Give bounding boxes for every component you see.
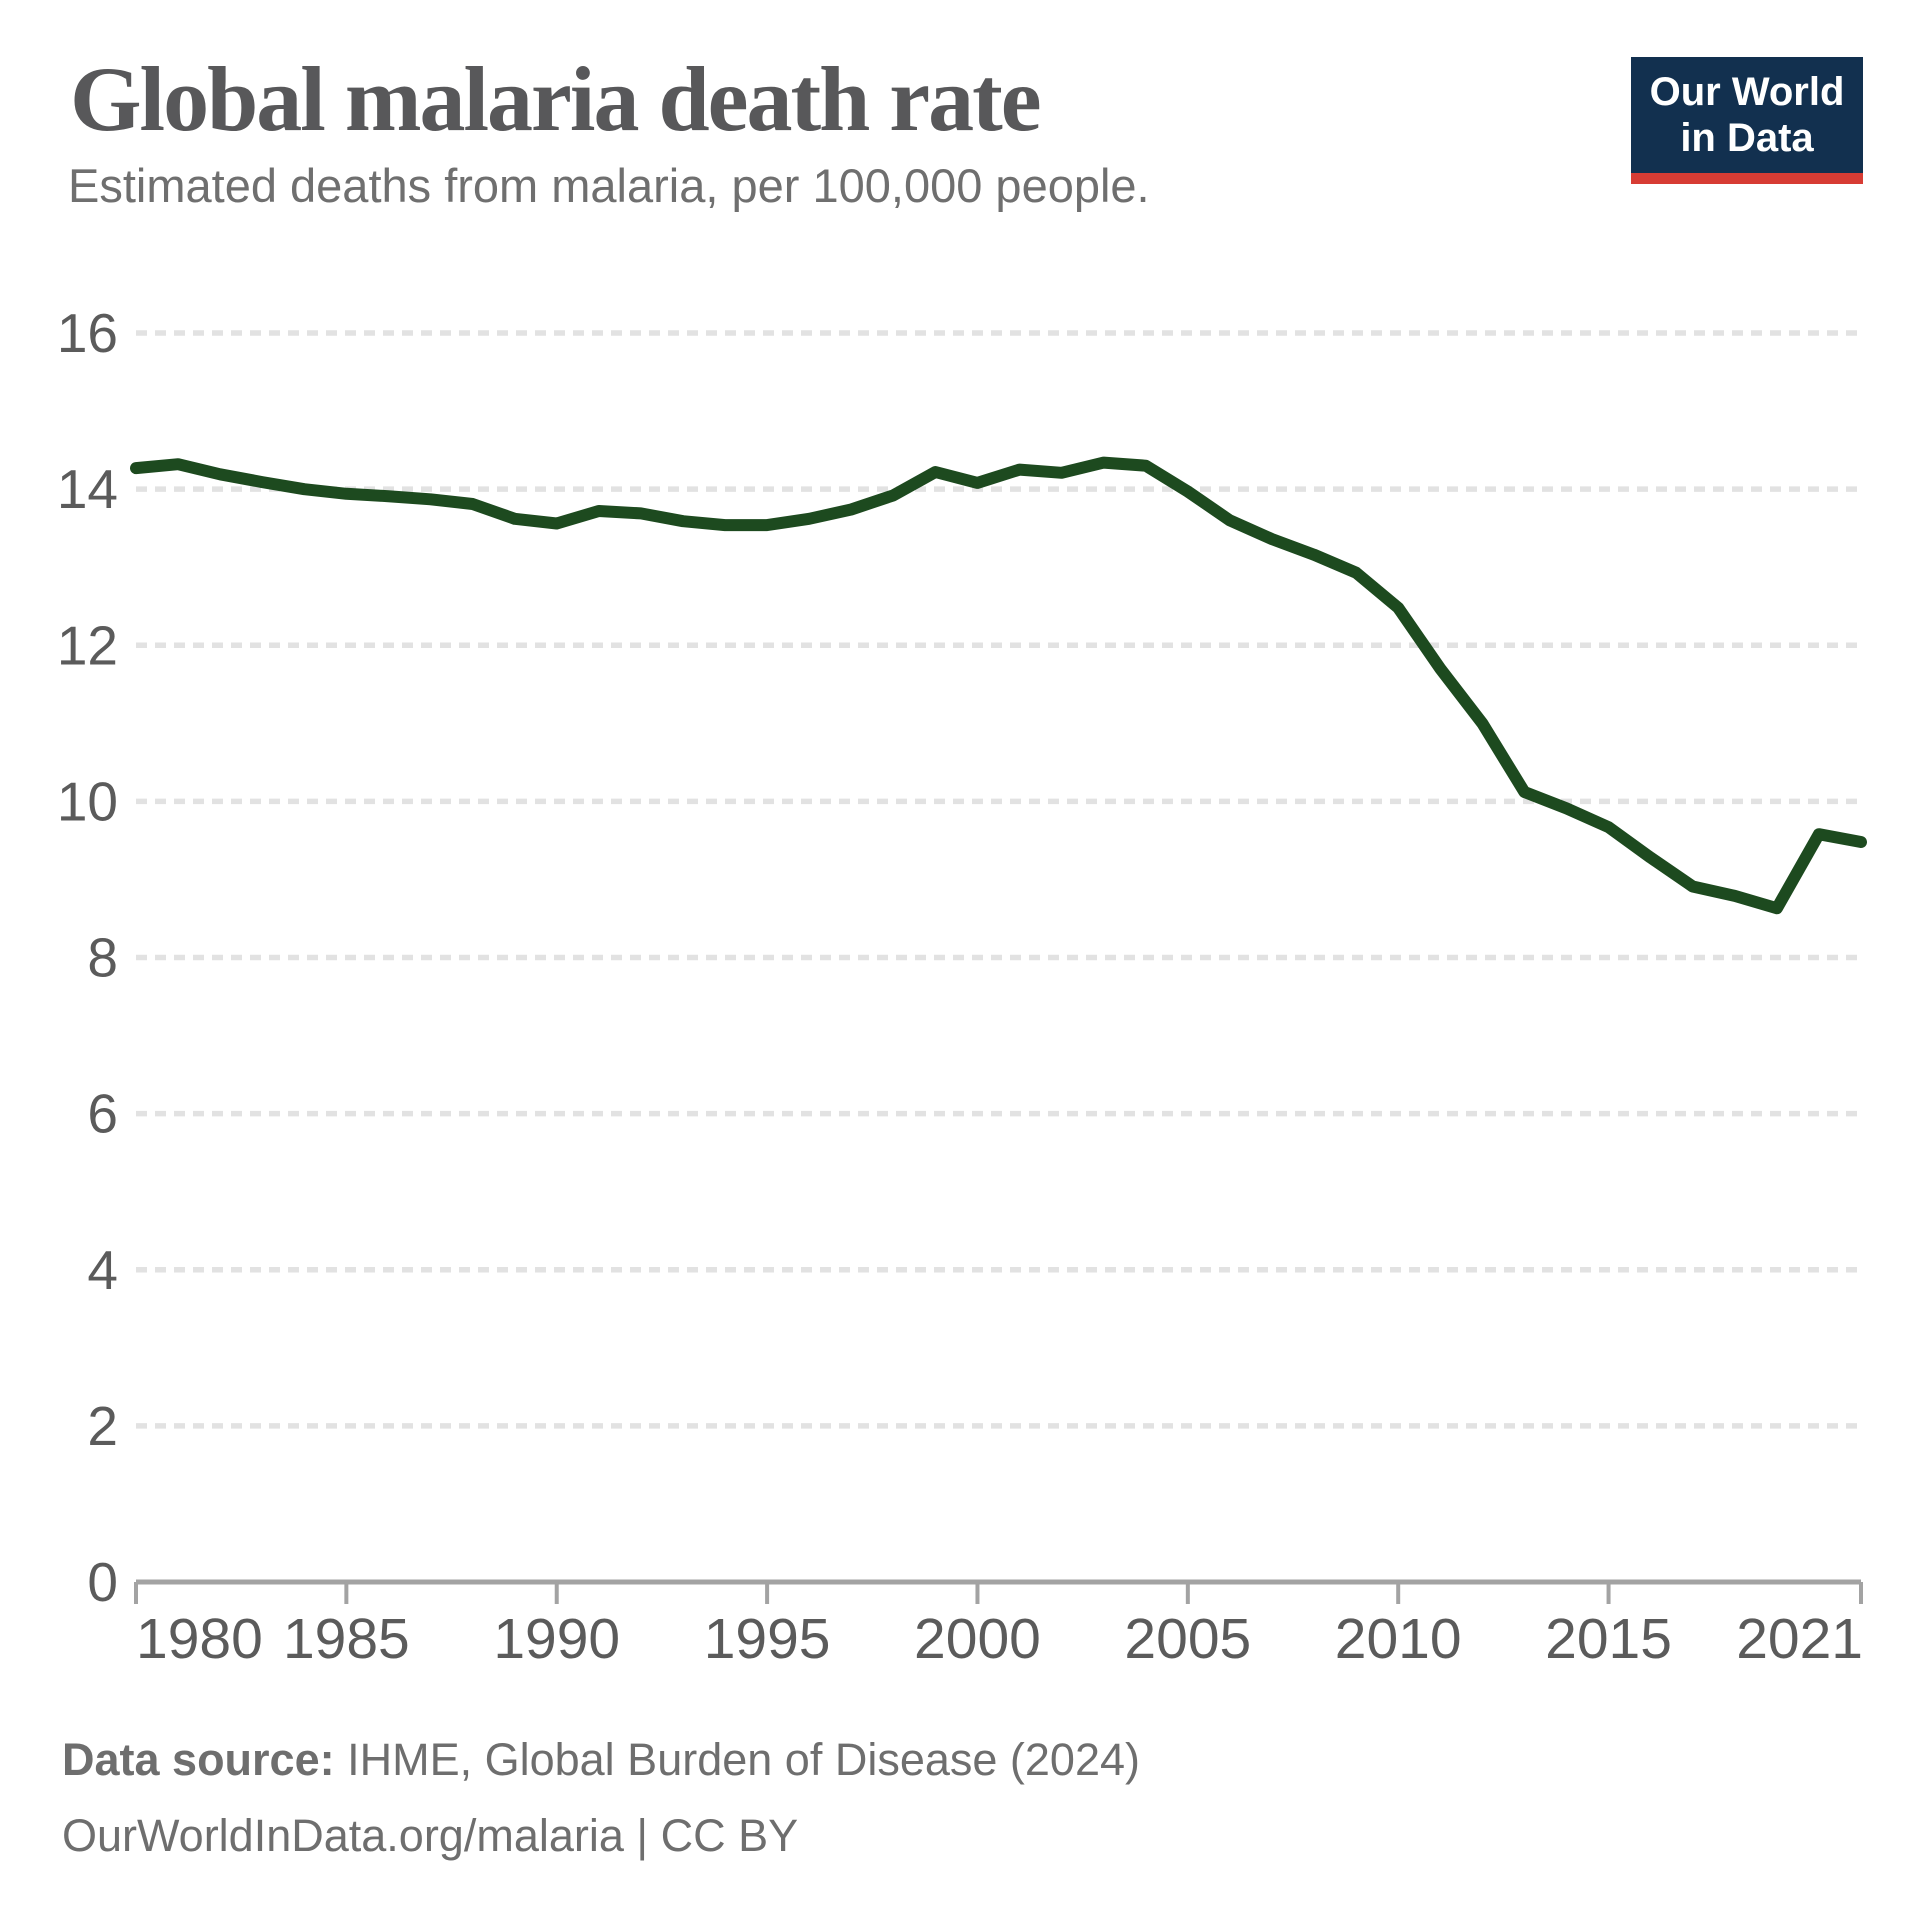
malaria-death-rate-line xyxy=(130,456,1867,915)
x-axis-label: 2000 xyxy=(914,1607,1041,1671)
y-axis-labels: 0 2 4 6 8 10 12 14 16 xyxy=(57,302,118,1613)
x-axis-label: 1985 xyxy=(283,1607,410,1671)
x-axis-label: 2010 xyxy=(1335,1607,1462,1671)
y-axis-label: 6 xyxy=(87,1083,118,1145)
data-source-text: IHME, Global Burden of Disease (2024) xyxy=(334,1734,1140,1785)
owid-logo-line2: in Data xyxy=(1680,116,1814,160)
gridlines xyxy=(136,330,1858,1429)
page-title: Global malaria death rate xyxy=(70,48,1042,150)
y-axis-label: 0 xyxy=(87,1551,118,1613)
data-source-line: Data source: IHME, Global Burden of Dise… xyxy=(62,1722,1140,1798)
y-axis-label: 12 xyxy=(57,614,118,676)
x-axis xyxy=(134,1579,1863,1604)
x-axis-label: 2015 xyxy=(1545,1607,1672,1671)
owid-logo-line1: Our World xyxy=(1649,70,1845,114)
x-axis-label: 1990 xyxy=(493,1607,620,1671)
data-series xyxy=(130,456,1867,915)
y-axis-label: 2 xyxy=(87,1395,118,1457)
y-axis-label: 10 xyxy=(57,770,118,832)
owid-logo-accent-bar xyxy=(1631,173,1863,184)
footer: Data source: IHME, Global Burden of Dise… xyxy=(62,1722,1140,1874)
owid-logo-box: Our World in Data xyxy=(1631,57,1863,173)
chart-subtitle: Estimated deaths from malaria, per 100,0… xyxy=(68,159,1150,212)
x-axis-label: 2021 xyxy=(1736,1607,1863,1671)
x-axis-labels: 1980 1985 1990 1995 2000 2005 2010 2015 2021 xyxy=(136,1607,1863,1671)
owid-logo: Our World in Data xyxy=(1631,57,1863,184)
license-line: OurWorldInData.org/malaria | CC BY xyxy=(62,1810,799,1861)
data-source-label: Data source: xyxy=(62,1734,335,1785)
x-axis-label: 2005 xyxy=(1124,1607,1251,1671)
y-axis-label: 8 xyxy=(87,927,118,989)
x-axis-label: 1995 xyxy=(704,1607,831,1671)
y-axis-label: 4 xyxy=(87,1239,118,1301)
y-axis-label: 16 xyxy=(57,302,118,364)
y-axis-label: 14 xyxy=(57,458,118,520)
x-axis-label: 1980 xyxy=(136,1607,263,1671)
